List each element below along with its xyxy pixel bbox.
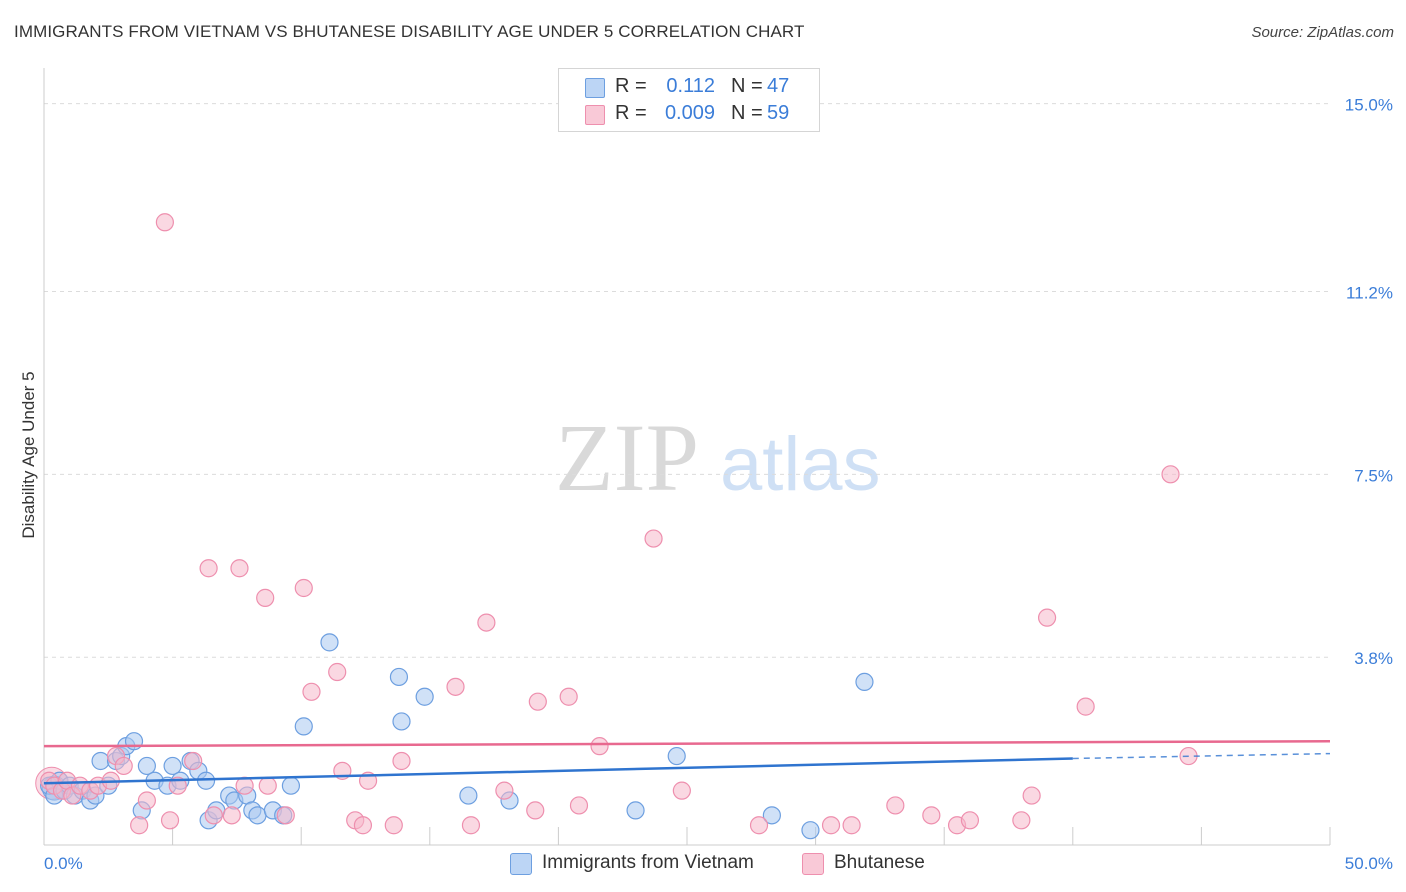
points-layer bbox=[35, 213, 1198, 840]
bhutanese-point bbox=[392, 751, 411, 771]
legend-r-value: 0.112 bbox=[666, 75, 715, 97]
bhutanese-point bbox=[130, 816, 149, 835]
legend-r-value: 0.009 bbox=[664, 102, 715, 124]
bhutanese-point bbox=[960, 811, 980, 830]
bhutanese-point bbox=[1076, 697, 1095, 716]
bhutanese-point bbox=[258, 776, 277, 795]
legend-swatch-blue bbox=[585, 78, 605, 98]
bhutanese-point bbox=[528, 692, 547, 711]
bhutanese-point bbox=[256, 588, 275, 607]
legend-n-label: N = bbox=[731, 102, 763, 124]
bottom-legend-label: Immigrants from Vietnam bbox=[542, 852, 754, 873]
vietnam-point bbox=[196, 771, 216, 790]
y-tick-label: 3.8% bbox=[1354, 649, 1393, 668]
chart-title: IMMIGRANTS FROM VIETNAM VS BHUTANESE DIS… bbox=[14, 22, 805, 41]
vietnam-point bbox=[389, 667, 409, 687]
vietnam-point bbox=[762, 806, 781, 825]
bhutanese-point bbox=[384, 816, 403, 835]
vietnam-point bbox=[667, 746, 686, 766]
x-tick-label: 50.0% bbox=[1345, 854, 1393, 873]
bhutanese-point bbox=[477, 613, 496, 632]
bhutanese-point bbox=[461, 816, 481, 835]
bhutanese-point bbox=[160, 811, 180, 830]
bhutanese-point bbox=[276, 806, 295, 825]
bottom-legend-swatch-blue bbox=[510, 853, 532, 875]
vietnam-point bbox=[626, 801, 645, 820]
bhutanese-point bbox=[302, 682, 321, 701]
y-tick-label: 15.0% bbox=[1345, 96, 1393, 115]
legend-r-label: R = bbox=[615, 75, 647, 97]
bhutanese-point bbox=[114, 756, 133, 776]
bhutanese-point bbox=[526, 801, 545, 820]
bhutanese-point bbox=[590, 737, 609, 756]
vietnam-point bbox=[801, 821, 820, 840]
bottom-legend-label: Bhutanese bbox=[834, 852, 925, 873]
bhutanese-point bbox=[222, 806, 241, 825]
trend-layer bbox=[43, 739, 1331, 785]
y-axis-title: Disability Age Under 5 bbox=[19, 371, 38, 538]
bhutanese-point bbox=[155, 213, 174, 232]
bhutanese-point bbox=[446, 677, 465, 696]
vietnam-trend-extension bbox=[1072, 752, 1331, 760]
legend-n-value: 47 bbox=[767, 75, 790, 97]
watermark-zip: ZIP bbox=[555, 404, 699, 511]
bhutanese-point bbox=[559, 687, 578, 706]
legend-n-value: 59 bbox=[767, 102, 790, 124]
legend-swatch-pink bbox=[585, 105, 605, 125]
vietnam-point bbox=[248, 806, 267, 825]
y-tick-label: 7.5% bbox=[1354, 466, 1393, 485]
bhutanese-point bbox=[294, 578, 313, 598]
legend-r-label: R = bbox=[615, 102, 647, 124]
vietnam-point bbox=[459, 786, 478, 805]
bhutanese-point bbox=[199, 559, 218, 578]
vietnam-point bbox=[294, 717, 313, 736]
bhutanese-point bbox=[644, 529, 663, 548]
watermark-atlas: atlas bbox=[720, 422, 881, 507]
source-credit: Source: ZipAtlas.com bbox=[1251, 24, 1394, 41]
x-tick-label: 0.0% bbox=[44, 854, 83, 873]
vietnam-point bbox=[163, 756, 182, 776]
bhutanese-point bbox=[1012, 811, 1031, 830]
bhutanese-point bbox=[328, 662, 347, 682]
bhutanese-point bbox=[842, 816, 861, 835]
vietnam-point bbox=[281, 776, 301, 795]
bhutanese-trend-line bbox=[43, 739, 1331, 748]
bhutanese-point bbox=[1161, 465, 1180, 484]
bhutanese-point bbox=[1037, 608, 1057, 627]
bhutanese-point bbox=[184, 751, 203, 771]
bhutanese-point bbox=[749, 816, 769, 835]
vietnam-point bbox=[91, 751, 110, 771]
vietnam-point bbox=[320, 633, 339, 652]
bhutanese-point bbox=[137, 791, 156, 810]
bhutanese-point bbox=[168, 776, 187, 795]
vietnam-point bbox=[855, 672, 874, 692]
vietnam-point bbox=[392, 712, 411, 731]
bhutanese-point bbox=[230, 559, 249, 578]
stats-legend: R = 0.112 N = 47 R = 0.009 N = 59 bbox=[558, 68, 820, 132]
bhutanese-point bbox=[495, 781, 514, 800]
bhutanese-point bbox=[353, 816, 373, 835]
bhutanese-point bbox=[204, 806, 223, 825]
vietnam-point bbox=[415, 687, 434, 706]
bhutanese-point bbox=[922, 806, 941, 825]
vietnam-trend-line bbox=[43, 757, 1073, 785]
bhutanese-point bbox=[886, 796, 905, 815]
bottom-legend-swatch-pink bbox=[802, 853, 824, 875]
bhutanese-point bbox=[821, 816, 841, 835]
bhutanese-point bbox=[1022, 786, 1041, 805]
bhutanese-point bbox=[569, 796, 589, 815]
vietnam-point bbox=[124, 732, 144, 751]
legend-n-label: N = bbox=[731, 75, 763, 97]
vietnam-point bbox=[137, 756, 156, 776]
axes-layer: 3.8% 7.5% 11.2% 15.0% 0.0% 50.0% bbox=[43, 68, 1393, 873]
bhutanese-point bbox=[672, 781, 691, 800]
y-tick-label: 11.2% bbox=[1346, 283, 1393, 302]
